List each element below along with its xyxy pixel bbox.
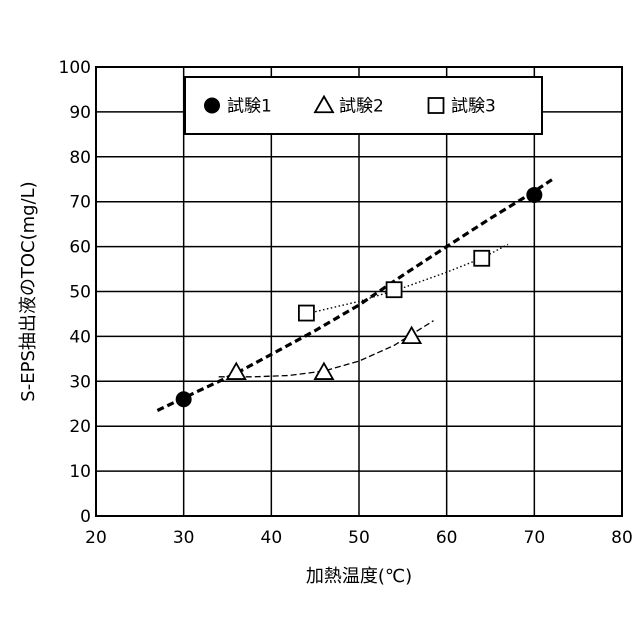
legend-marker-series-1 [204,98,220,114]
x-tick-label: 80 [611,528,633,548]
x-tick-label: 70 [524,528,546,548]
data-point-series-1 [526,187,542,203]
y-tick-label: 0 [80,507,91,527]
data-point-series-3 [474,251,489,266]
data-point-series-3 [387,282,402,297]
legend: 試験1 試験2 試験3 [185,77,542,134]
x-tick-label: 50 [348,528,370,548]
legend-label-series-3: 試験3 [451,97,496,117]
legend-label-series-1: 試験1 [227,97,272,117]
trend-lines [157,180,552,411]
y-tick-label: 10 [69,462,91,482]
y-tick-label: 40 [69,327,91,347]
data-point-series-3 [299,306,314,321]
x-tick-label: 30 [173,528,195,548]
trend-line-series-1 [157,180,552,411]
data-point-series-1 [176,391,192,407]
y-tick-label: 60 [69,238,91,258]
y-tick-label: 100 [59,58,91,78]
x-tick-label: 20 [85,528,107,548]
x-tick-label: 40 [261,528,283,548]
x-axis-label: 加熱温度(℃) [306,566,412,587]
legend-marker-series-3 [429,98,444,113]
y-tick-label: 80 [69,148,91,168]
legend-label-series-2: 試験2 [339,97,384,117]
y-tick-label: 20 [69,417,91,437]
y-tick-label: 90 [69,103,91,123]
y-tick-label: 50 [69,283,91,303]
y-tick-label: 30 [69,372,91,392]
x-tick-label: 60 [436,528,458,548]
y-tick-label: 70 [69,193,91,213]
y-axis-label: S-EPS抽出液のTOC(mg/L) [18,181,39,401]
